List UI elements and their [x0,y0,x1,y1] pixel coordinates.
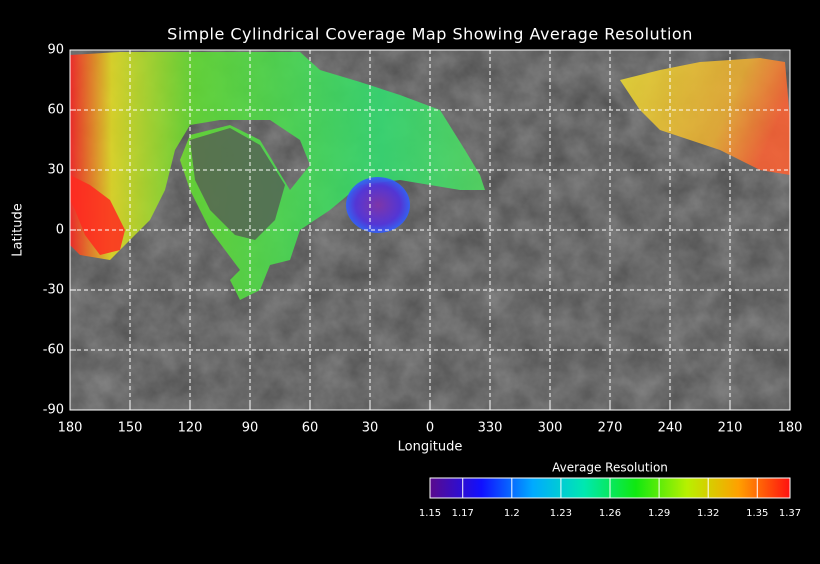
x-tick-label: 30 [362,421,379,436]
chart-title: Simple Cylindrical Coverage Map Showing … [167,25,693,44]
colorbar-tick-label: 1.35 [746,508,768,519]
colorbar-tick-label: 1.32 [697,508,719,519]
x-tick-label: 150 [118,421,143,436]
coverage-region [70,175,125,255]
x-tick-label: 270 [598,421,623,436]
x-tick-label: 300 [538,421,563,436]
colorbar-tick-label: 1.29 [648,508,670,519]
colorbar: 1.15 1.17 1.2 1.23 1.26 1.29 1.32 1.35 1.37 [419,477,801,519]
coverage-region [620,58,790,175]
x-axis-label: Longitude [398,440,463,455]
y-tick-label: -30 [43,283,64,298]
x-tick-label: 120 [178,421,203,436]
x-tick-label: 180 [778,421,803,436]
y-tick-label: 90 [47,43,64,58]
colorbar-tick-label: 1.26 [599,508,621,519]
y-axis-label: Latitude [11,203,26,257]
x-tick-label: 180 [58,421,83,436]
colorbar-tick-label: 1.37 [779,508,801,519]
y-tick-label: -60 [43,343,64,358]
x-tick-label: 0 [426,421,434,436]
colorbar-tick-label: 1.17 [452,508,474,519]
colorbar-label: Average Resolution [552,461,668,475]
y-tick-label: 60 [47,103,64,118]
colorbar-tick-label: 1.23 [550,508,572,519]
y-tick-label: 30 [47,163,64,178]
y-tick-label: -90 [43,403,64,418]
x-tick-label: 90 [242,421,259,436]
coverage-region [346,177,410,233]
x-tick-label: 240 [658,421,683,436]
x-tick-label: 330 [478,421,503,436]
coverage-gap [190,128,285,240]
x-tick-label: 210 [718,421,743,436]
x-tick-label: 60 [302,421,319,436]
colorbar-tick-label: 1.15 [419,508,441,519]
colorbar-tick-label: 1.2 [504,508,520,519]
y-tick-label: 0 [56,223,64,238]
